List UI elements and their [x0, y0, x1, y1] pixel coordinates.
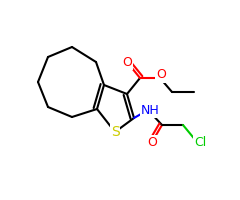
- Text: Cl: Cl: [194, 136, 206, 148]
- Text: O: O: [122, 55, 132, 68]
- Text: O: O: [156, 68, 166, 82]
- Text: S: S: [111, 125, 119, 139]
- Text: NH: NH: [141, 104, 159, 116]
- Text: O: O: [147, 136, 157, 148]
